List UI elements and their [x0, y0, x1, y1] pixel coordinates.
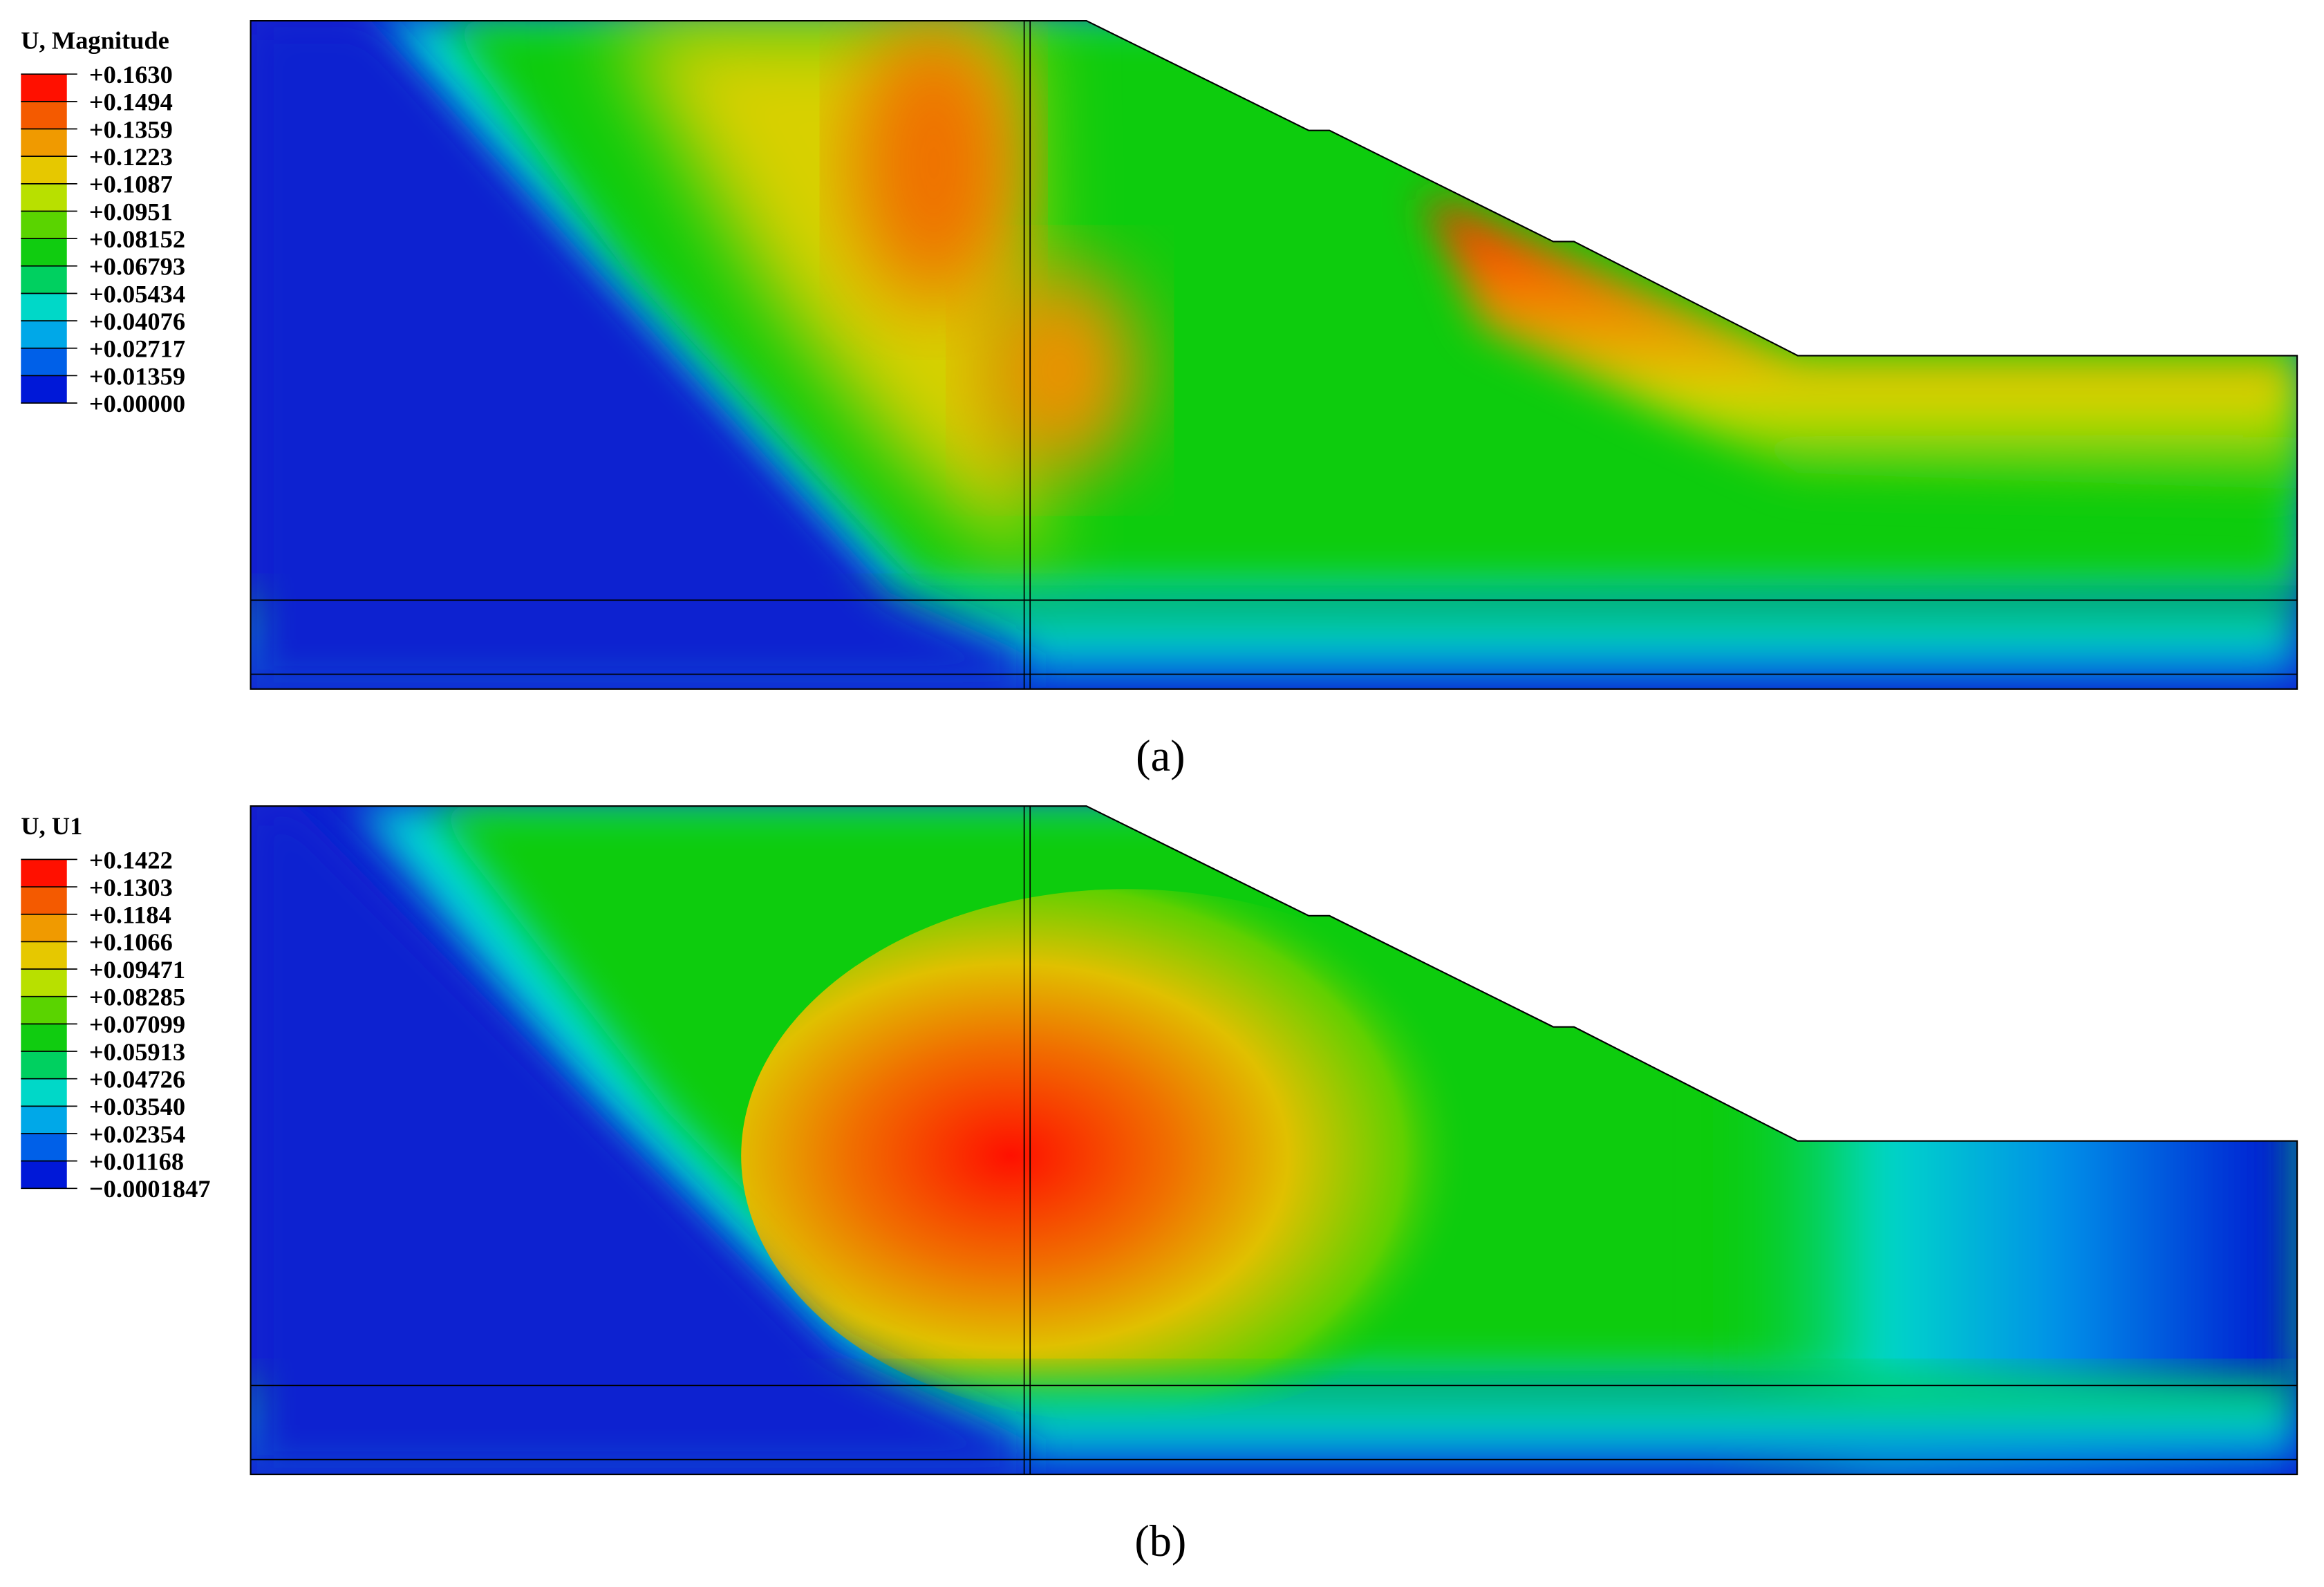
legend-label: +0.02354 [89, 1120, 185, 1148]
legend-swatch [21, 348, 67, 377]
legend-label: +0.05434 [89, 280, 185, 308]
legend-label: +0.1359 [89, 115, 173, 143]
legend-swatch [21, 238, 67, 267]
legend-swatch [21, 914, 67, 943]
legend-label: +0.1223 [89, 143, 173, 171]
legend-swatch [21, 156, 67, 185]
legend-swatch [21, 941, 67, 970]
legend-label: +0.02717 [89, 335, 185, 363]
legend-swatch [21, 211, 67, 239]
contour-field [250, 806, 2298, 1475]
legend-swatch [21, 129, 67, 157]
legend-label: +0.01359 [89, 362, 185, 390]
legend-label: +0.1087 [89, 171, 173, 198]
contour-plot [250, 19, 2298, 690]
legend: U, U1+0.1422+0.1303+0.1184+0.1066+0.0947… [21, 812, 211, 1203]
legend-label: +0.0951 [89, 198, 173, 225]
field-hot [741, 889, 1512, 1423]
legend-swatch [21, 1078, 67, 1107]
legend-swatch [21, 859, 67, 888]
legend-label: +0.06793 [89, 253, 185, 281]
legend-label: +0.09471 [89, 956, 185, 984]
legend-title: U, Magnitude [21, 27, 169, 55]
caption: (a) [1136, 731, 1185, 780]
legend-swatch [21, 969, 67, 997]
field-blue [250, 21, 1023, 689]
field-right [1704, 806, 2298, 1475]
legend-label: +0.01168 [89, 1148, 184, 1176]
field-orange [978, 266, 1141, 475]
legend-label: +0.1630 [89, 61, 173, 88]
legend-swatch [21, 1024, 67, 1052]
field-orange [852, 22, 1015, 304]
legend-label: +0.1066 [89, 928, 173, 956]
legend-swatch [21, 1051, 67, 1080]
legend-swatch [21, 265, 67, 294]
legend-label: +0.04726 [89, 1066, 185, 1093]
legend-swatch [21, 887, 67, 915]
legend-label: +0.08152 [89, 225, 185, 253]
legend-swatch [21, 1134, 67, 1162]
legend-label: +0.04076 [89, 308, 185, 335]
legend-label: +0.1494 [89, 88, 173, 116]
legend-label: −0.0001847 [89, 1175, 211, 1203]
legend-swatch [21, 183, 67, 212]
legend-swatch [21, 101, 67, 130]
legend-swatch [21, 74, 67, 102]
legend-title: U, U1 [21, 812, 82, 840]
legend-swatch [21, 996, 67, 1025]
domain-outline [250, 805, 2298, 1476]
legend-swatch [21, 321, 67, 349]
legend-label: +0.1303 [89, 874, 173, 901]
legend-swatch [21, 1106, 67, 1134]
legend-swatch [21, 293, 67, 321]
legend-label: +0.05913 [89, 1038, 185, 1066]
field-blue [250, 806, 1023, 1475]
legend-swatch [21, 1161, 67, 1189]
legend-label: +0.07099 [89, 1011, 185, 1038]
legend-label: +0.1184 [89, 901, 171, 929]
legend-label: +0.1422 [89, 846, 173, 874]
legend-swatch [21, 375, 67, 404]
caption: (b) [1134, 1516, 1186, 1566]
domain-outline [250, 19, 2298, 690]
contour-plot [250, 805, 2298, 1476]
legend: U, Magnitude +0.1630+0.1494+0.1359+0.1223… [21, 27, 185, 417]
legend-label: +0.03540 [89, 1093, 185, 1120]
legend-label: +0.08285 [89, 984, 185, 1011]
legend-label: +0.00000 [89, 390, 185, 417]
field-red-band [1423, 192, 2298, 489]
